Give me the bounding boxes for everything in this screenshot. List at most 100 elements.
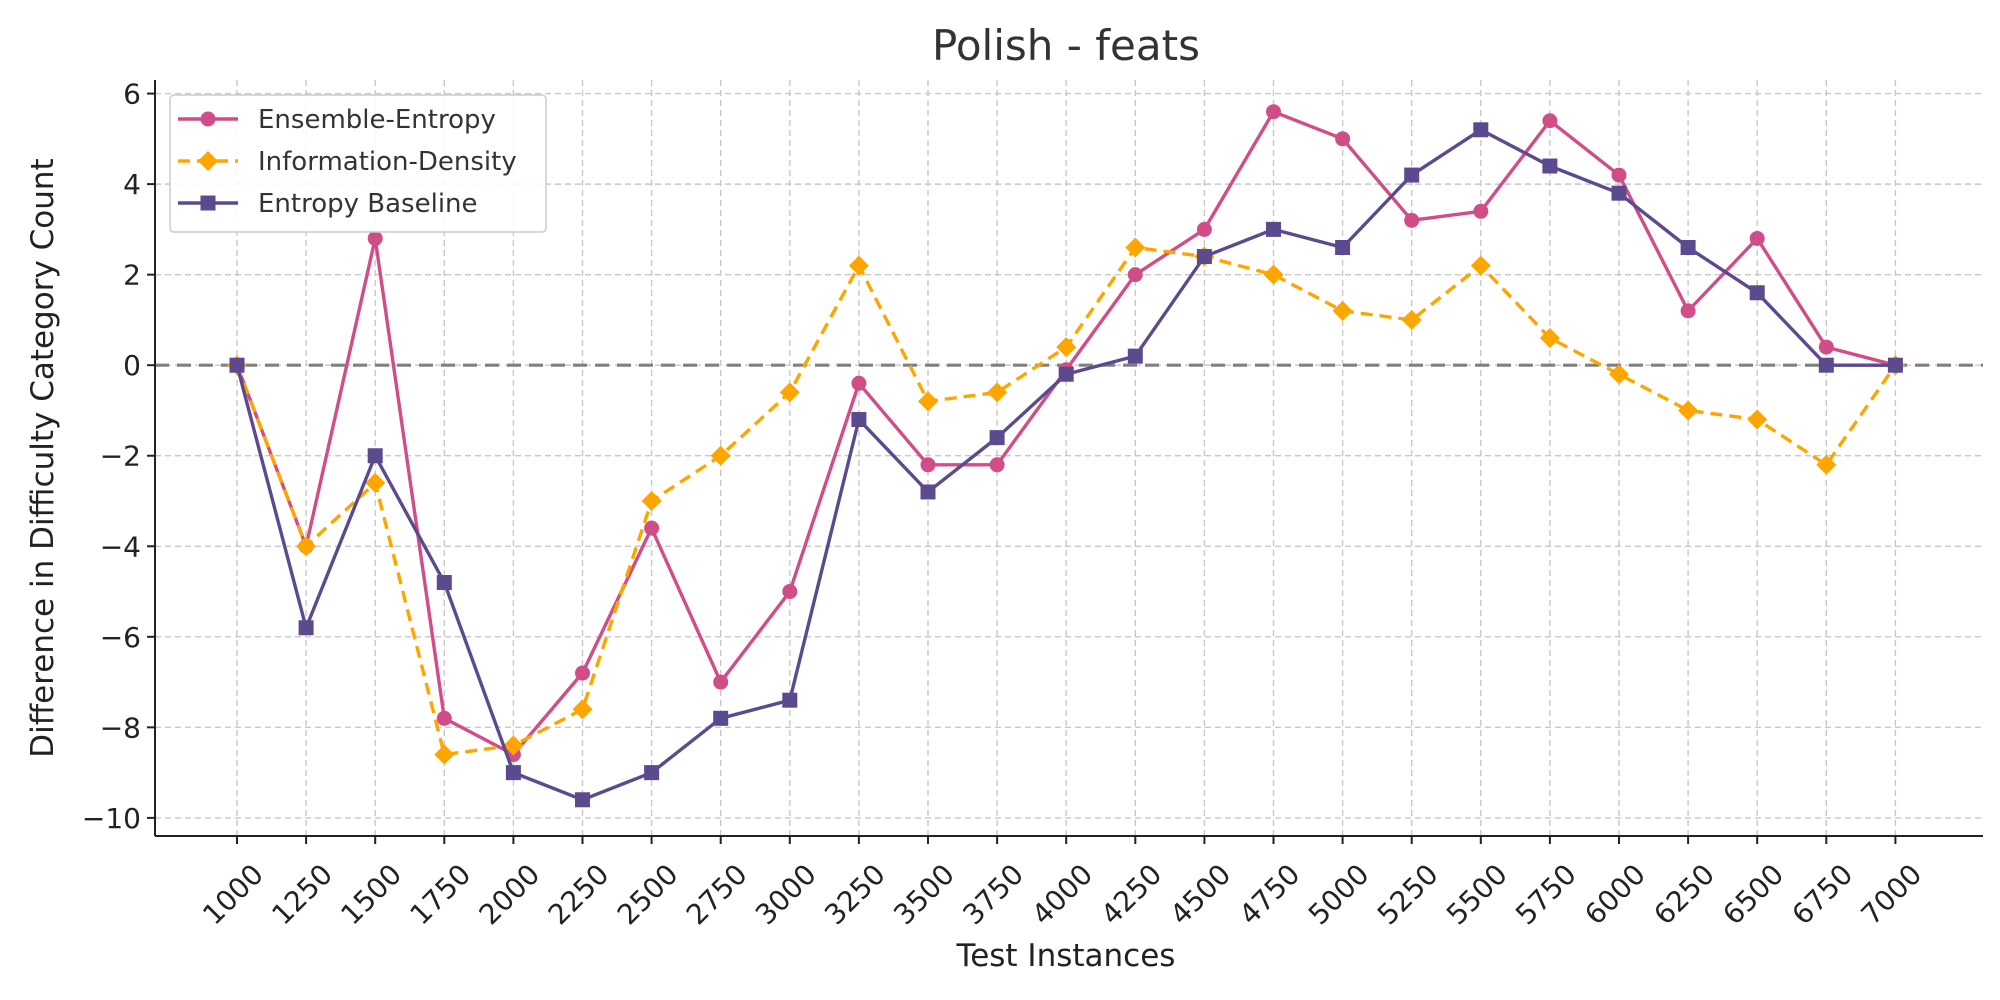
data-point (1127, 267, 1143, 283)
chart-title: Polish - feats (932, 21, 1200, 70)
data-point (920, 457, 936, 473)
data-point (1263, 264, 1284, 285)
y-tick-label: −4 (100, 530, 141, 563)
x-tick-label: 4750 (1233, 858, 1307, 932)
data-point (1196, 249, 1212, 265)
data-point (1542, 158, 1558, 174)
legend-entry: Information-Density (178, 147, 517, 177)
legend-label: Entropy Baseline (258, 189, 478, 219)
grid-layer (155, 80, 1983, 836)
x-tick-label: 1750 (404, 858, 478, 932)
data-point (1749, 230, 1765, 246)
data-point (1404, 167, 1420, 183)
data-point (1404, 212, 1420, 228)
y-tick-label: 0 (123, 349, 141, 382)
data-point (1887, 357, 1903, 373)
x-tick-label: 4000 (1025, 858, 1099, 932)
y-axis-label: Difference in Difficulty Category Count (25, 158, 61, 757)
data-point (989, 457, 1005, 473)
data-point (1335, 239, 1351, 255)
data-point (851, 375, 867, 391)
data-point (1473, 203, 1489, 219)
data-point (1056, 337, 1077, 358)
data-point (641, 491, 662, 512)
data-point (229, 357, 245, 373)
data-point (1127, 348, 1143, 364)
legend-entry: Entropy Baseline (178, 189, 478, 219)
y-tick-label: −8 (100, 711, 141, 744)
x-tick-label: 5250 (1371, 858, 1445, 932)
y-tick-label: −2 (100, 440, 141, 473)
data-point (1470, 255, 1491, 276)
data-point (851, 412, 867, 428)
data-point (782, 692, 798, 708)
data-point (644, 520, 660, 536)
data-point (436, 574, 452, 590)
data-point (1539, 328, 1560, 349)
data-point (779, 382, 800, 403)
series-entropy-baseline (229, 122, 1903, 808)
data-point (367, 448, 383, 464)
x-tick-label: 6750 (1786, 858, 1860, 932)
x-tick-label: 5000 (1302, 858, 1376, 932)
data-point (1266, 221, 1281, 237)
x-tick-label: 3750 (956, 858, 1030, 932)
series-information-density (227, 237, 1906, 765)
data-point (713, 710, 729, 726)
data-point (1680, 239, 1696, 255)
data-point (920, 484, 936, 500)
data-point (1125, 237, 1146, 258)
legend-marker (200, 195, 216, 211)
data-point (298, 620, 314, 636)
data-point (1611, 167, 1627, 183)
legend-marker (200, 111, 216, 127)
legend-frame (169, 94, 547, 233)
x-tick-label: 6250 (1647, 858, 1721, 932)
data-point (572, 699, 593, 720)
x-tick-label: 3000 (749, 858, 823, 932)
data-point (1401, 309, 1422, 330)
x-tick-label: 7000 (1855, 858, 1929, 932)
data-point (436, 710, 452, 726)
data-point (1818, 357, 1834, 373)
x-tick-label: 3500 (887, 858, 961, 932)
x-axis-label: Test Instances (956, 938, 1176, 974)
data-point (1816, 454, 1837, 475)
data-point (296, 536, 317, 557)
data-point (1542, 113, 1558, 129)
y-tick-label: −10 (82, 802, 141, 835)
data-point (1818, 339, 1834, 355)
legend-label: Information-Density (258, 147, 517, 177)
data-point (1680, 303, 1696, 319)
x-tick-label: 6500 (1716, 858, 1790, 932)
x-tick-label: 5750 (1509, 858, 1583, 932)
x-tick-label: 4500 (1164, 858, 1238, 932)
data-point (1611, 185, 1627, 201)
y-tick-label: 4 (123, 168, 141, 201)
data-point (434, 744, 455, 765)
x-tick-label: 2750 (680, 858, 754, 932)
y-tick-label: 2 (123, 259, 141, 292)
data-point (782, 584, 798, 600)
data-point (367, 230, 383, 246)
data-point (1058, 366, 1074, 382)
legend-marker (198, 151, 218, 171)
series-layer (227, 104, 1906, 808)
legend-entry: Ensemble-Entropy (178, 105, 496, 135)
data-point (1266, 104, 1281, 120)
x-tick-label: 2500 (611, 858, 685, 932)
data-point (713, 674, 729, 690)
data-point (918, 391, 938, 412)
data-point (365, 472, 386, 493)
data-point (848, 255, 869, 276)
data-point (1609, 364, 1629, 385)
data-point (1473, 122, 1489, 138)
data-point (1749, 285, 1765, 301)
x-tick-label: 3250 (818, 858, 892, 932)
data-point (505, 765, 521, 781)
data-point (503, 735, 524, 756)
data-point (1332, 300, 1353, 321)
data-point (575, 665, 590, 681)
data-point (987, 382, 1008, 403)
